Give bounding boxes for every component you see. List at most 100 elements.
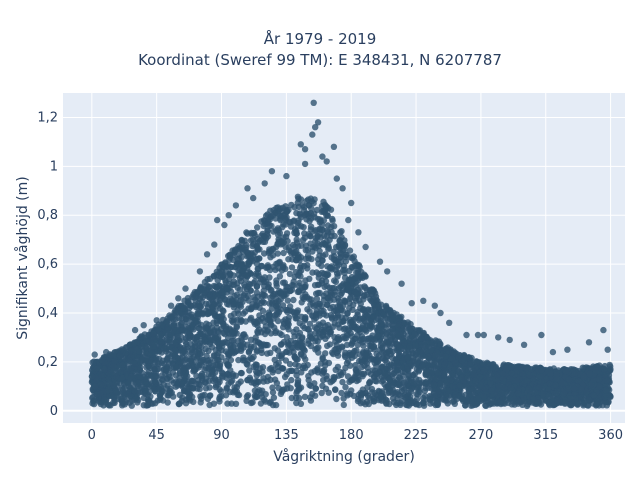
data-point bbox=[253, 260, 261, 267]
data-point bbox=[327, 290, 335, 297]
data-point bbox=[290, 241, 297, 249]
data-point bbox=[304, 265, 311, 272]
data-point bbox=[288, 264, 296, 271]
data-point bbox=[204, 357, 211, 364]
data-point bbox=[230, 389, 237, 396]
data-point bbox=[318, 208, 326, 215]
data-point bbox=[423, 368, 430, 375]
data-point bbox=[370, 343, 378, 351]
data-point bbox=[359, 373, 366, 380]
data-point bbox=[339, 287, 346, 294]
data-point bbox=[90, 358, 98, 365]
data-point bbox=[289, 344, 296, 352]
data-point bbox=[311, 367, 318, 375]
data-point bbox=[441, 371, 448, 378]
data-point bbox=[415, 368, 422, 375]
data-point bbox=[177, 343, 184, 351]
data-point bbox=[267, 287, 274, 294]
data-point bbox=[395, 353, 403, 360]
data-point bbox=[184, 343, 191, 351]
data-point bbox=[331, 346, 338, 353]
data-point bbox=[394, 330, 401, 338]
data-point bbox=[270, 394, 278, 401]
data-point bbox=[231, 292, 238, 300]
data-point bbox=[242, 246, 249, 254]
data-point bbox=[452, 360, 459, 367]
data-point bbox=[511, 401, 518, 408]
data-point bbox=[338, 389, 345, 397]
data-point bbox=[410, 379, 417, 386]
data-point bbox=[137, 364, 144, 371]
data-point bbox=[245, 348, 253, 355]
data-point bbox=[251, 379, 258, 387]
data-point bbox=[601, 366, 608, 373]
data-point bbox=[335, 295, 342, 302]
data-point bbox=[274, 317, 282, 325]
data-point bbox=[182, 338, 189, 345]
data-point bbox=[389, 325, 396, 332]
data-point bbox=[305, 255, 312, 262]
data-point bbox=[145, 398, 152, 405]
data-point bbox=[333, 395, 340, 403]
data-point bbox=[265, 219, 272, 226]
data-point bbox=[585, 402, 592, 409]
data-point bbox=[182, 374, 189, 381]
data-point bbox=[382, 357, 389, 364]
data-point bbox=[291, 204, 298, 211]
data-point bbox=[183, 312, 190, 319]
data-point bbox=[269, 389, 277, 396]
data-point bbox=[237, 316, 244, 323]
data-point bbox=[379, 363, 386, 370]
data-point bbox=[128, 373, 135, 380]
data-point bbox=[413, 401, 421, 408]
data-point bbox=[128, 402, 135, 409]
data-point bbox=[318, 389, 325, 397]
data-point bbox=[400, 330, 407, 338]
data-point bbox=[189, 385, 197, 392]
data-point bbox=[540, 391, 547, 398]
data-point bbox=[282, 316, 289, 323]
data-point bbox=[464, 397, 472, 404]
data-point bbox=[173, 309, 180, 316]
data-point bbox=[138, 384, 145, 391]
data-point bbox=[342, 384, 349, 391]
data-point bbox=[362, 352, 369, 359]
data-point bbox=[358, 356, 365, 363]
data-point bbox=[432, 376, 439, 383]
data-point bbox=[333, 270, 341, 277]
data-point bbox=[314, 338, 321, 345]
data-point bbox=[331, 285, 338, 292]
data-point bbox=[565, 376, 573, 383]
data-point bbox=[242, 272, 249, 279]
data-point bbox=[244, 230, 251, 237]
data-point bbox=[382, 370, 389, 378]
data-point bbox=[407, 400, 415, 407]
data-point bbox=[319, 257, 326, 264]
data-point bbox=[283, 348, 291, 355]
data-point bbox=[212, 312, 219, 319]
data-point bbox=[298, 351, 305, 358]
data-point bbox=[470, 396, 477, 403]
data-point bbox=[472, 401, 479, 408]
data-point bbox=[251, 387, 259, 394]
data-point bbox=[458, 374, 465, 381]
data-point bbox=[402, 394, 409, 401]
data-point bbox=[279, 279, 287, 286]
data-point bbox=[575, 378, 582, 385]
data-point bbox=[274, 308, 281, 315]
data-point bbox=[295, 195, 302, 202]
data-point bbox=[362, 273, 369, 280]
data-point bbox=[343, 359, 351, 367]
data-point bbox=[595, 376, 603, 383]
data-point bbox=[315, 274, 322, 281]
data-point bbox=[89, 400, 96, 407]
data-point bbox=[395, 374, 403, 381]
data-point bbox=[527, 365, 535, 373]
data-point bbox=[269, 369, 276, 376]
data-point bbox=[367, 290, 375, 298]
data-point bbox=[339, 307, 346, 314]
data-point bbox=[358, 364, 365, 371]
data-point bbox=[274, 241, 281, 248]
data-point bbox=[170, 322, 177, 329]
data-point bbox=[197, 283, 205, 290]
